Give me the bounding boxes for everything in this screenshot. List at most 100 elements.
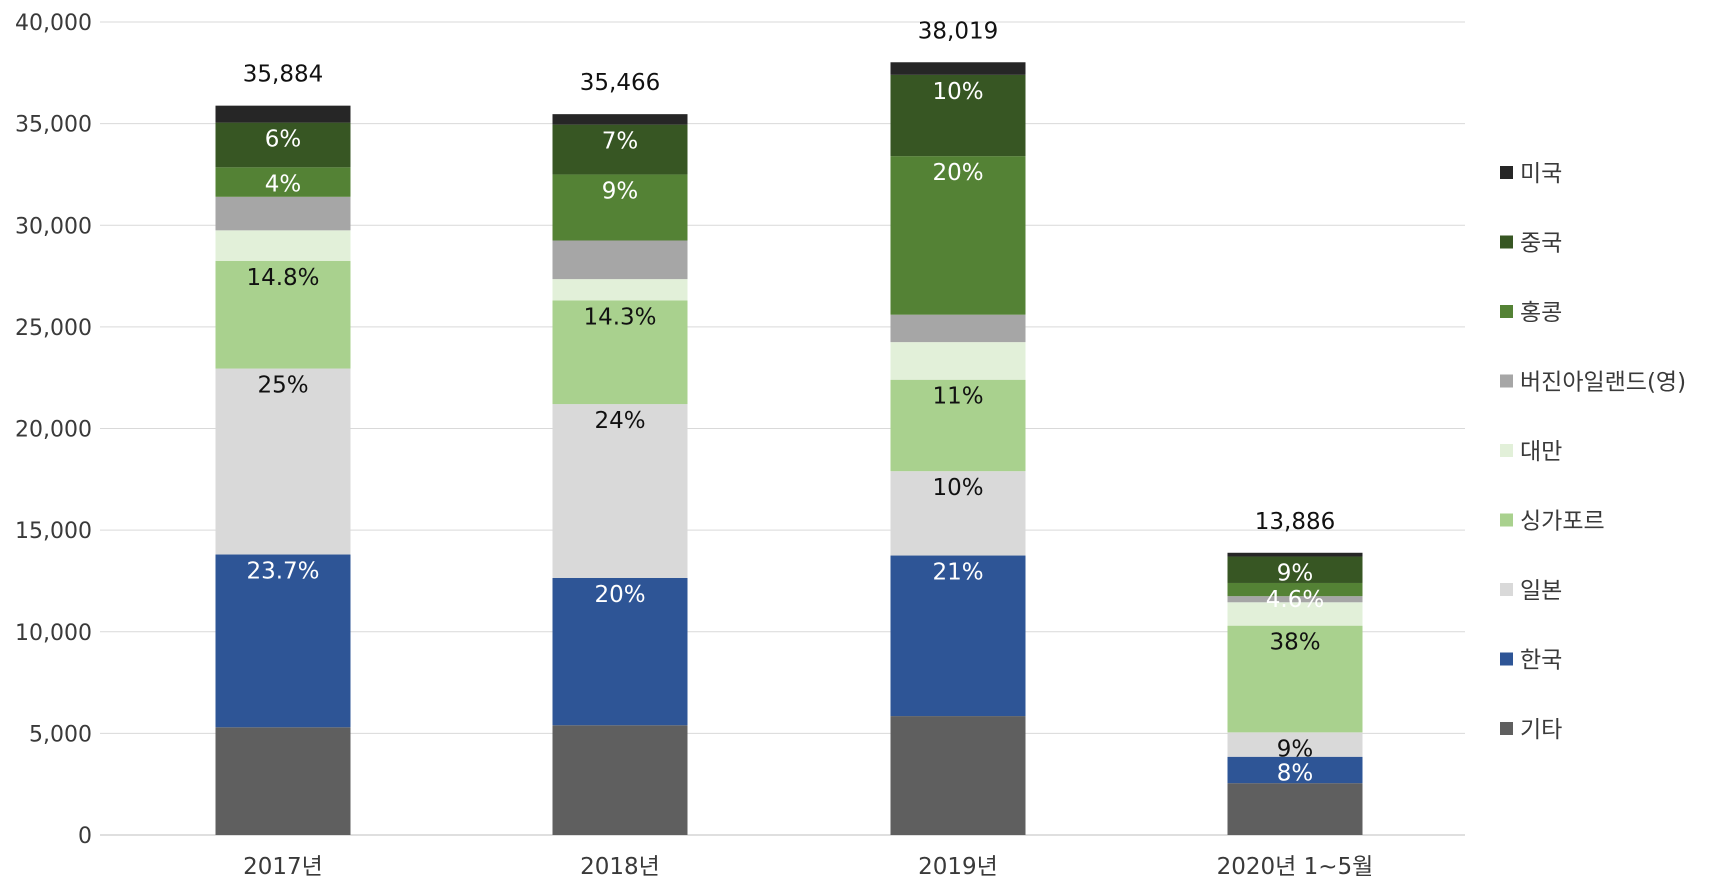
bar-segment — [215, 122, 351, 168]
legend-item: 기타 — [1500, 717, 1562, 743]
legend-swatch — [1500, 374, 1513, 388]
bar-total-label: 35,466 — [580, 70, 660, 96]
bar-stack: 20% 24% 14.3% 9% 7% 35,466 — [552, 70, 688, 835]
bar-segment — [1227, 596, 1363, 603]
legend-label: 미국 — [1520, 161, 1562, 187]
bar-segment — [890, 716, 1026, 835]
y-tick-label: 35,000 — [15, 113, 92, 138]
legend-label: 홍콩 — [1520, 300, 1562, 326]
x-tick-label: 2018년 — [580, 854, 660, 880]
y-tick-label: 20,000 — [15, 418, 92, 443]
legend-item: 중국 — [1500, 231, 1562, 257]
segment-label: 24% — [594, 408, 645, 434]
bar-segment — [215, 554, 351, 728]
legend-item: 싱가포르 — [1500, 509, 1605, 535]
bar-segment — [890, 156, 1026, 315]
segment-label: 6% — [265, 127, 302, 153]
segment-label: 9% — [1277, 736, 1314, 762]
legend-item: 미국 — [1500, 161, 1562, 187]
bar-total-label: 13,886 — [1255, 509, 1335, 535]
x-tick-label: 2019년 — [918, 854, 998, 880]
legend-swatch — [1500, 305, 1513, 318]
bar-segment — [1227, 602, 1363, 626]
bar-segment — [215, 167, 351, 197]
legend-item: 홍콩 — [1500, 300, 1562, 326]
segment-label: 25% — [257, 373, 308, 399]
y-tick-label: 25,000 — [15, 316, 92, 341]
bar-segment — [215, 368, 351, 555]
legend-swatch — [1500, 444, 1513, 457]
bar-total-label: 38,019 — [918, 18, 998, 44]
bar-segment — [890, 74, 1026, 157]
y-axis: 0 5,000 10,000 15,000 20,000 25,000 30,000 35,0… — [15, 11, 92, 849]
bar-segment — [552, 240, 688, 280]
legend-label: 대만 — [1520, 439, 1562, 465]
y-tick-label: 5,000 — [29, 722, 92, 747]
y-tick-label: 10,000 — [15, 621, 92, 646]
bar-segment — [1227, 783, 1363, 835]
x-tick-label: 2017년 — [243, 854, 323, 880]
y-tick-label: 15,000 — [15, 519, 92, 544]
segment-label: 10% — [932, 475, 983, 501]
x-axis: 2017년 2018년 2019년 2020년 1~5월 — [243, 854, 1373, 880]
bar-segment — [552, 174, 688, 241]
legend-swatch — [1500, 513, 1513, 527]
legend-swatch — [1500, 166, 1513, 179]
segment-label: 9% — [602, 178, 639, 204]
bar-segment — [215, 260, 351, 369]
bar-segment — [890, 62, 1026, 75]
segment-label: 7% — [602, 129, 639, 155]
legend-item: 버진아일랜드(영) — [1500, 370, 1686, 396]
bar-segment — [1227, 552, 1363, 557]
legend-label: 한국 — [1520, 648, 1562, 674]
bar-segment — [890, 342, 1026, 380]
bar-segment — [1227, 732, 1363, 757]
bar-segment — [1227, 582, 1363, 597]
bar-stack: 21% 10% 11% 20% 10% 38,019 — [890, 18, 1026, 835]
bar-segment — [1227, 756, 1363, 784]
bar-segment — [215, 105, 351, 123]
bar-segment — [890, 314, 1026, 343]
segment-label: 10% — [932, 79, 983, 105]
y-tick-label: 40,000 — [15, 11, 92, 36]
segment-label: 23.7% — [246, 559, 319, 585]
bar-segment — [890, 379, 1026, 472]
segment-label: 9% — [1277, 561, 1314, 587]
segment-label: 21% — [932, 560, 983, 586]
bar-segment — [890, 471, 1026, 556]
bar-segment — [552, 404, 688, 578]
legend-label: 기타 — [1520, 717, 1562, 743]
bar-total-label: 35,884 — [243, 62, 323, 88]
bar-segment — [552, 577, 688, 726]
bars: 23.7% 25% 14.8% 4% 6% 35,884 20% 24% 14.3% 9% 7% 35… — [215, 18, 1363, 835]
y-tick-label: 0 — [78, 824, 92, 849]
segment-label: 4% — [265, 171, 302, 197]
bar-segment — [1227, 556, 1363, 583]
segment-label: 14.3% — [583, 304, 656, 330]
legend-item: 한국 — [1500, 648, 1562, 674]
segment-label: 14.8% — [246, 265, 319, 291]
bar-segment — [890, 555, 1026, 717]
legend-item: 대만 — [1500, 439, 1562, 465]
bar-segment — [552, 279, 688, 301]
segment-label: 38% — [1269, 630, 1320, 656]
segment-label: 20% — [594, 582, 645, 608]
bar-segment — [1227, 625, 1363, 733]
legend-swatch — [1500, 235, 1513, 249]
legend-swatch — [1500, 722, 1513, 735]
bar-segment — [215, 230, 351, 261]
segment-label: 4.6% — [1266, 587, 1324, 613]
bar-segment — [552, 300, 688, 405]
segment-label: 11% — [932, 384, 983, 410]
bar-segment — [552, 725, 688, 835]
legend-label: 일본 — [1520, 578, 1562, 604]
y-tick-label: 30,000 — [15, 214, 92, 239]
legend-label: 중국 — [1520, 231, 1562, 257]
bar-segment — [215, 196, 351, 231]
segment-label: 20% — [932, 160, 983, 186]
legend-swatch — [1500, 652, 1513, 666]
bar-stack: 8%9%38%4.6%9%13,886 — [1227, 509, 1363, 835]
legend-item: 일본 — [1500, 578, 1562, 604]
